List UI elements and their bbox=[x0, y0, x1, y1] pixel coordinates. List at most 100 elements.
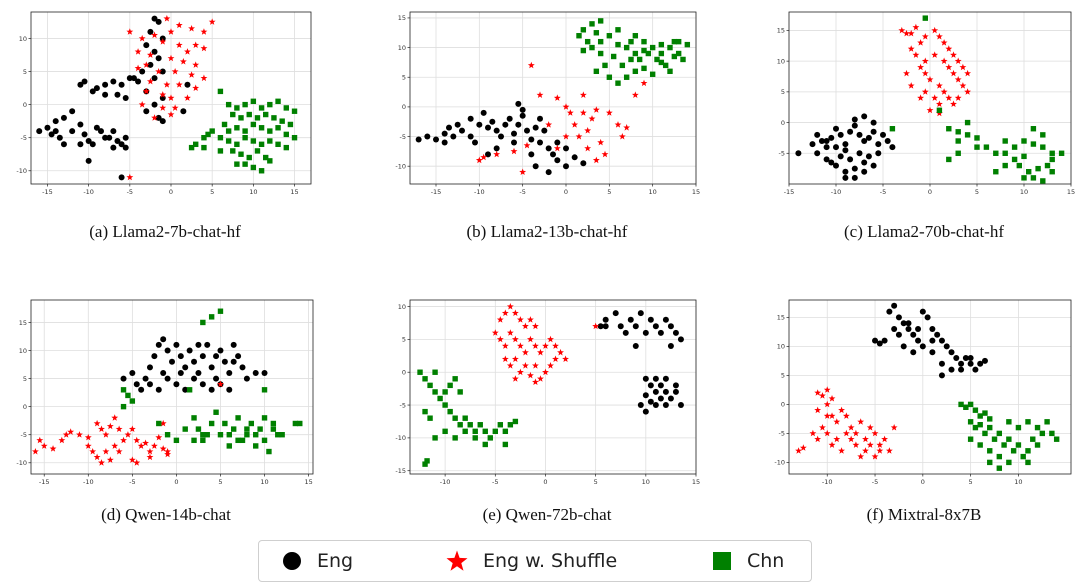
data-point-chn bbox=[967, 419, 974, 425]
data-point-chn bbox=[217, 308, 224, 314]
data-point-eng bbox=[545, 169, 552, 176]
data-point-shuffle bbox=[501, 342, 509, 349]
data-point-chn bbox=[267, 101, 273, 108]
data-point-chn bbox=[267, 128, 273, 134]
data-point-shuffle bbox=[857, 418, 865, 425]
data-point-shuffle bbox=[852, 429, 860, 437]
data-point-eng bbox=[652, 388, 659, 395]
data-point-chn bbox=[191, 415, 197, 421]
data-point-chn bbox=[291, 134, 298, 141]
data-point-eng bbox=[563, 163, 569, 170]
data-point-shuffle bbox=[67, 428, 75, 435]
data-point-shuffle bbox=[819, 424, 826, 431]
data-point-chn bbox=[610, 53, 617, 60]
data-point-chn bbox=[964, 119, 971, 126]
data-point-eng bbox=[519, 106, 526, 113]
data-point-chn bbox=[225, 128, 232, 134]
data-point-chn bbox=[442, 428, 448, 435]
y-tick-label: 10 bbox=[398, 44, 406, 52]
data-point-chn bbox=[457, 422, 463, 428]
y-tick-label: 5 bbox=[781, 372, 785, 380]
data-point-shuffle bbox=[640, 79, 648, 87]
data-point-shuffle bbox=[200, 28, 208, 35]
data-point-eng bbox=[252, 369, 259, 376]
data-point-eng bbox=[554, 157, 561, 164]
data-point-eng bbox=[195, 369, 202, 376]
data-point-chn bbox=[996, 453, 1003, 460]
data-point-chn bbox=[186, 387, 193, 393]
data-point-eng bbox=[143, 42, 150, 49]
data-point-shuffle bbox=[142, 87, 150, 95]
data-point-shuffle bbox=[150, 442, 158, 449]
x-tick-label: -10 bbox=[440, 478, 451, 486]
data-point-eng bbox=[261, 369, 268, 376]
legend-item-shuffle: Eng w. Shuffle bbox=[445, 547, 617, 575]
series-chn bbox=[576, 18, 691, 86]
y-tick-label: 0 bbox=[23, 403, 27, 411]
data-point-eng bbox=[511, 130, 517, 137]
data-point-eng bbox=[151, 353, 158, 360]
data-point-eng bbox=[122, 95, 129, 101]
data-point-chn bbox=[987, 424, 993, 431]
data-point-eng bbox=[69, 108, 76, 115]
data-point-chn bbox=[623, 44, 630, 51]
data-point-eng bbox=[900, 320, 907, 327]
data-point-chn bbox=[641, 65, 647, 72]
y-tick-label: 10 bbox=[19, 347, 27, 355]
x-tick-label: 10 bbox=[249, 188, 257, 196]
data-point-eng bbox=[182, 386, 189, 393]
data-point-shuffle bbox=[126, 173, 134, 181]
data-point-chn bbox=[246, 111, 252, 118]
data-point-eng bbox=[110, 78, 117, 85]
plot-frame bbox=[788, 299, 1072, 475]
data-point-eng bbox=[467, 115, 474, 122]
data-point-chn bbox=[641, 47, 647, 54]
data-point-chn bbox=[257, 426, 263, 432]
data-point-shuffle bbox=[146, 51, 154, 58]
series-eng bbox=[415, 100, 587, 176]
data-point-shuffle bbox=[935, 32, 943, 40]
data-point-eng bbox=[602, 316, 609, 323]
data-point-eng bbox=[842, 141, 849, 148]
data-point-chn bbox=[632, 33, 639, 39]
data-point-eng bbox=[204, 341, 211, 348]
data-point-chn bbox=[225, 101, 232, 108]
data-point-eng bbox=[657, 395, 664, 402]
data-point-chn bbox=[593, 68, 600, 75]
data-point-chn bbox=[1039, 430, 1046, 437]
data-point-shuffle bbox=[151, 31, 158, 39]
data-point-eng bbox=[528, 151, 535, 158]
y-tick-label: 5 bbox=[781, 88, 785, 96]
data-point-shuffle bbox=[159, 38, 167, 45]
data-point-shuffle bbox=[167, 110, 175, 118]
data-point-chn bbox=[222, 420, 228, 427]
data-point-shuffle bbox=[562, 103, 570, 110]
data-point-shuffle bbox=[553, 144, 561, 152]
data-point-shuffle bbox=[931, 94, 939, 101]
data-point-shuffle bbox=[814, 389, 822, 396]
data-point-eng bbox=[642, 408, 649, 415]
data-point-chn bbox=[242, 101, 248, 108]
data-point-chn bbox=[497, 422, 504, 428]
data-point-chn bbox=[452, 376, 458, 382]
data-point-chn bbox=[615, 27, 621, 33]
data-point-shuffle bbox=[562, 355, 569, 363]
data-point-shuffle bbox=[184, 48, 191, 55]
data-point-shuffle bbox=[945, 63, 953, 71]
data-point-eng bbox=[77, 121, 84, 128]
data-point-chn bbox=[1030, 436, 1036, 442]
data-point-shuffle bbox=[833, 435, 841, 443]
data-point-eng bbox=[672, 388, 679, 395]
grid-lines bbox=[410, 12, 697, 184]
data-point-shuffle bbox=[102, 431, 110, 438]
data-point-chn bbox=[422, 461, 428, 467]
caption: (d) Qwen-14b-chat bbox=[101, 505, 231, 524]
data-point-eng bbox=[243, 375, 250, 382]
data-point-eng bbox=[155, 55, 162, 62]
data-point-shuffle bbox=[164, 450, 172, 458]
data-point-chn bbox=[427, 382, 433, 389]
grid-lines bbox=[31, 300, 313, 474]
data-point-shuffle bbox=[62, 431, 70, 438]
data-point-chn bbox=[963, 404, 969, 410]
data-point-chn bbox=[437, 395, 443, 402]
